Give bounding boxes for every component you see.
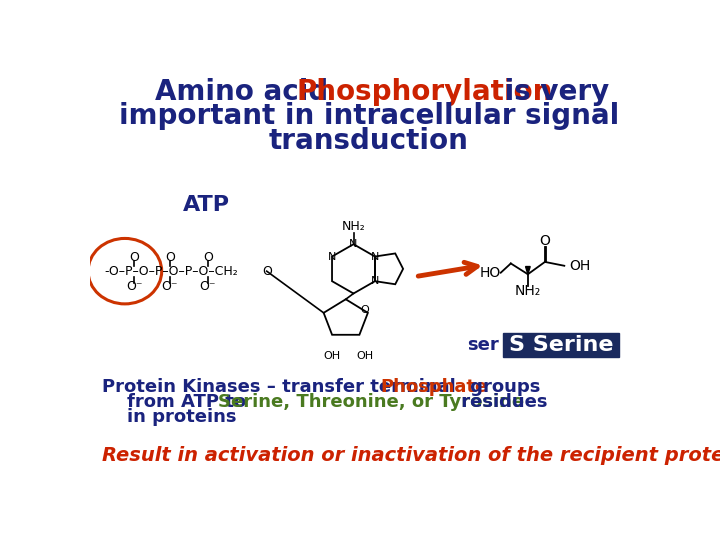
Text: O: O (203, 251, 212, 264)
Text: O⁻: O⁻ (126, 280, 143, 293)
Text: ser: ser (467, 336, 499, 354)
Polygon shape (526, 267, 530, 274)
Text: N: N (328, 252, 336, 261)
Text: OH: OH (356, 351, 374, 361)
Text: is very: is very (495, 78, 609, 106)
Text: Phosphorylation: Phosphorylation (296, 78, 553, 106)
Text: O: O (262, 265, 272, 278)
Text: Serine, Threonine, or Tyrosine: Serine, Threonine, or Tyrosine (218, 393, 524, 411)
Text: O: O (539, 234, 550, 248)
FancyBboxPatch shape (503, 333, 619, 357)
Text: ATP: ATP (183, 195, 230, 215)
Text: from ATP to: from ATP to (102, 393, 252, 411)
Text: O: O (165, 251, 175, 264)
Text: Protein Kinases – transfer terminal: Protein Kinases – transfer terminal (102, 377, 462, 396)
Text: in proteins: in proteins (102, 408, 236, 427)
Text: Amino acid: Amino acid (155, 78, 338, 106)
Text: O⁻: O⁻ (161, 280, 178, 293)
Text: groups: groups (464, 377, 540, 396)
Text: important in intracellular signal: important in intracellular signal (119, 103, 619, 130)
Text: OH: OH (323, 351, 341, 361)
Text: HO: HO (480, 266, 500, 280)
Text: N: N (371, 252, 379, 261)
Text: N: N (349, 239, 358, 249)
Text: O: O (360, 305, 369, 315)
Text: N: N (371, 276, 379, 286)
FancyArrowPatch shape (418, 262, 477, 276)
Text: O⁻: O⁻ (199, 280, 216, 293)
Text: S Serine: S Serine (509, 335, 613, 355)
Text: NH₂: NH₂ (515, 284, 541, 298)
Text: O: O (129, 251, 139, 264)
Text: transduction: transduction (269, 127, 469, 155)
Text: Result in activation or inactivation of the recipient protein !: Result in activation or inactivation of … (102, 447, 720, 465)
Text: OH: OH (570, 259, 591, 273)
Text: Phosphate: Phosphate (381, 377, 488, 396)
Text: -O–P–O–P–O–P–O–CH₂: -O–P–O–P–O–P–O–CH₂ (104, 265, 238, 278)
Text: NH₂: NH₂ (341, 220, 365, 233)
Text: residues: residues (456, 393, 548, 411)
